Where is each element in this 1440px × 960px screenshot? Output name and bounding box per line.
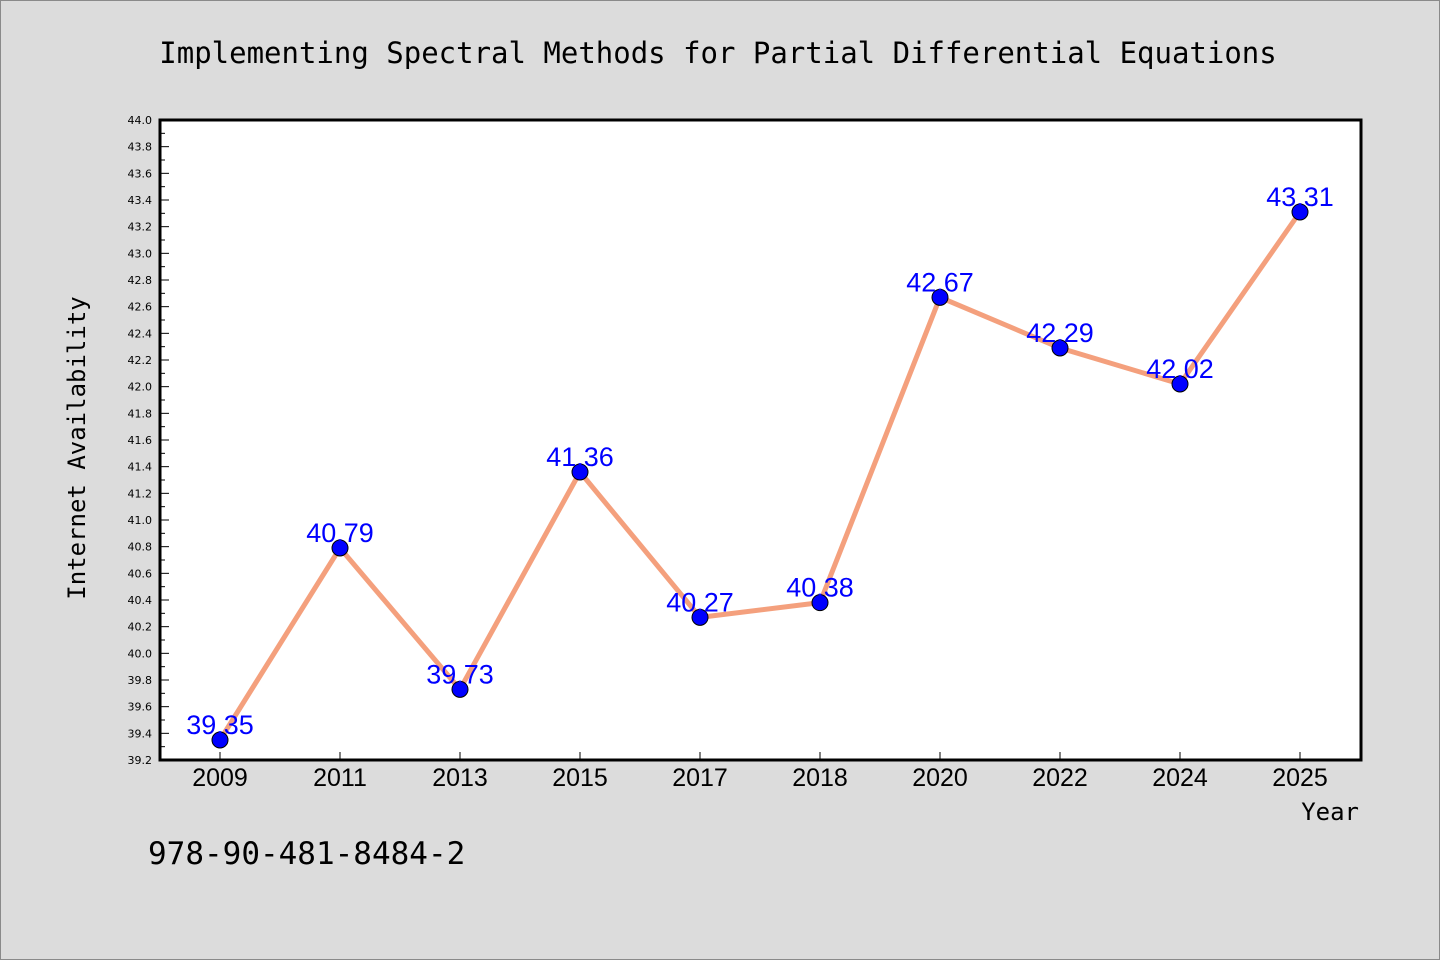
data-label: 39.35 [186,710,254,740]
data-label: 40.38 [786,573,854,603]
x-tick-label: 2020 [912,764,968,792]
y-axis-title: Internet Availability [63,296,91,599]
x-tick-label: 2013 [432,764,488,792]
y-tick-label: 43.8 [128,141,153,154]
x-tick-label: 2018 [792,764,848,792]
y-tick-label: 39.2 [128,754,153,767]
x-axis-title: Year [1301,798,1359,826]
isbn-text: 978-90-481-8484-2 [148,836,465,872]
plot-area [160,120,1361,760]
plot-border [158,118,1363,762]
y-tick-label: 39.6 [128,701,153,714]
data-point [451,680,469,698]
x-tick-label: 2017 [672,764,728,792]
series-polyline [217,209,1303,743]
y-tick-label: 41.0 [128,514,153,527]
data-labels: 39.35 40.79 39.73 41.36 40.27 40.38 42.67 42.29… [186,182,1334,740]
y-tick-label: 39.4 [128,727,153,740]
data-label: 42.67 [906,267,974,297]
y-tick-label: 40.6 [128,567,153,580]
y-tick-label: 41.4 [128,461,153,474]
y-tick-label: 43.2 [128,221,153,234]
data-point [211,731,229,749]
data-point [571,463,589,481]
y-tick-label: 43.4 [128,194,153,207]
data-label: 41.36 [546,442,614,472]
data-point [1051,339,1069,357]
y-tick-label: 42.6 [128,301,153,314]
data-point [691,608,709,626]
y-tick-label: 40.0 [128,647,153,660]
y-tick-label: 42.8 [128,274,153,287]
data-label: 42.02 [1146,354,1214,384]
y-tick-label: 39.8 [128,674,153,687]
data-point [931,288,949,306]
data-label: 40.79 [306,518,374,548]
data-point [1291,203,1309,221]
y-tick-label: 42.0 [128,381,153,394]
chart-title: Implementing Spectral Methods for Partia… [159,36,1276,70]
y-tick-label: 42.4 [128,327,153,340]
y-tick-label: 41.8 [128,407,153,420]
data-point [331,539,349,557]
data-point [811,594,829,612]
x-tick-label: 2015 [552,764,608,792]
x-tick-label: 2009 [192,764,248,792]
x-tick-label: 2011 [313,764,367,792]
x-axis: 2009 2011 2013 2015 2017 2018 2020 2022 2024 2025 [192,752,1328,792]
x-tick-label: 2025 [1272,764,1328,792]
y-tick-label: 42.2 [128,354,153,367]
y-tick-label: 41.6 [128,434,153,447]
data-point [1171,375,1189,393]
x-tick-label: 2022 [1032,764,1088,792]
data-label: 42.29 [1026,318,1094,348]
series-line [211,203,1309,749]
y-tick-label: 41.2 [128,487,153,500]
data-label: 40.27 [666,587,734,617]
y-tick-label: 40.2 [128,621,153,634]
x-tick-label: 2024 [1152,764,1208,792]
y-tick-label: 44.0 [128,114,153,127]
y-tick-label: 43.0 [128,247,153,260]
y-tick-label: 40.8 [128,541,153,554]
y-tick-label: 40.4 [128,594,153,607]
data-label: 39.73 [426,659,494,689]
y-tick-label: 43.6 [128,167,153,180]
data-label: 43.31 [1266,182,1334,212]
